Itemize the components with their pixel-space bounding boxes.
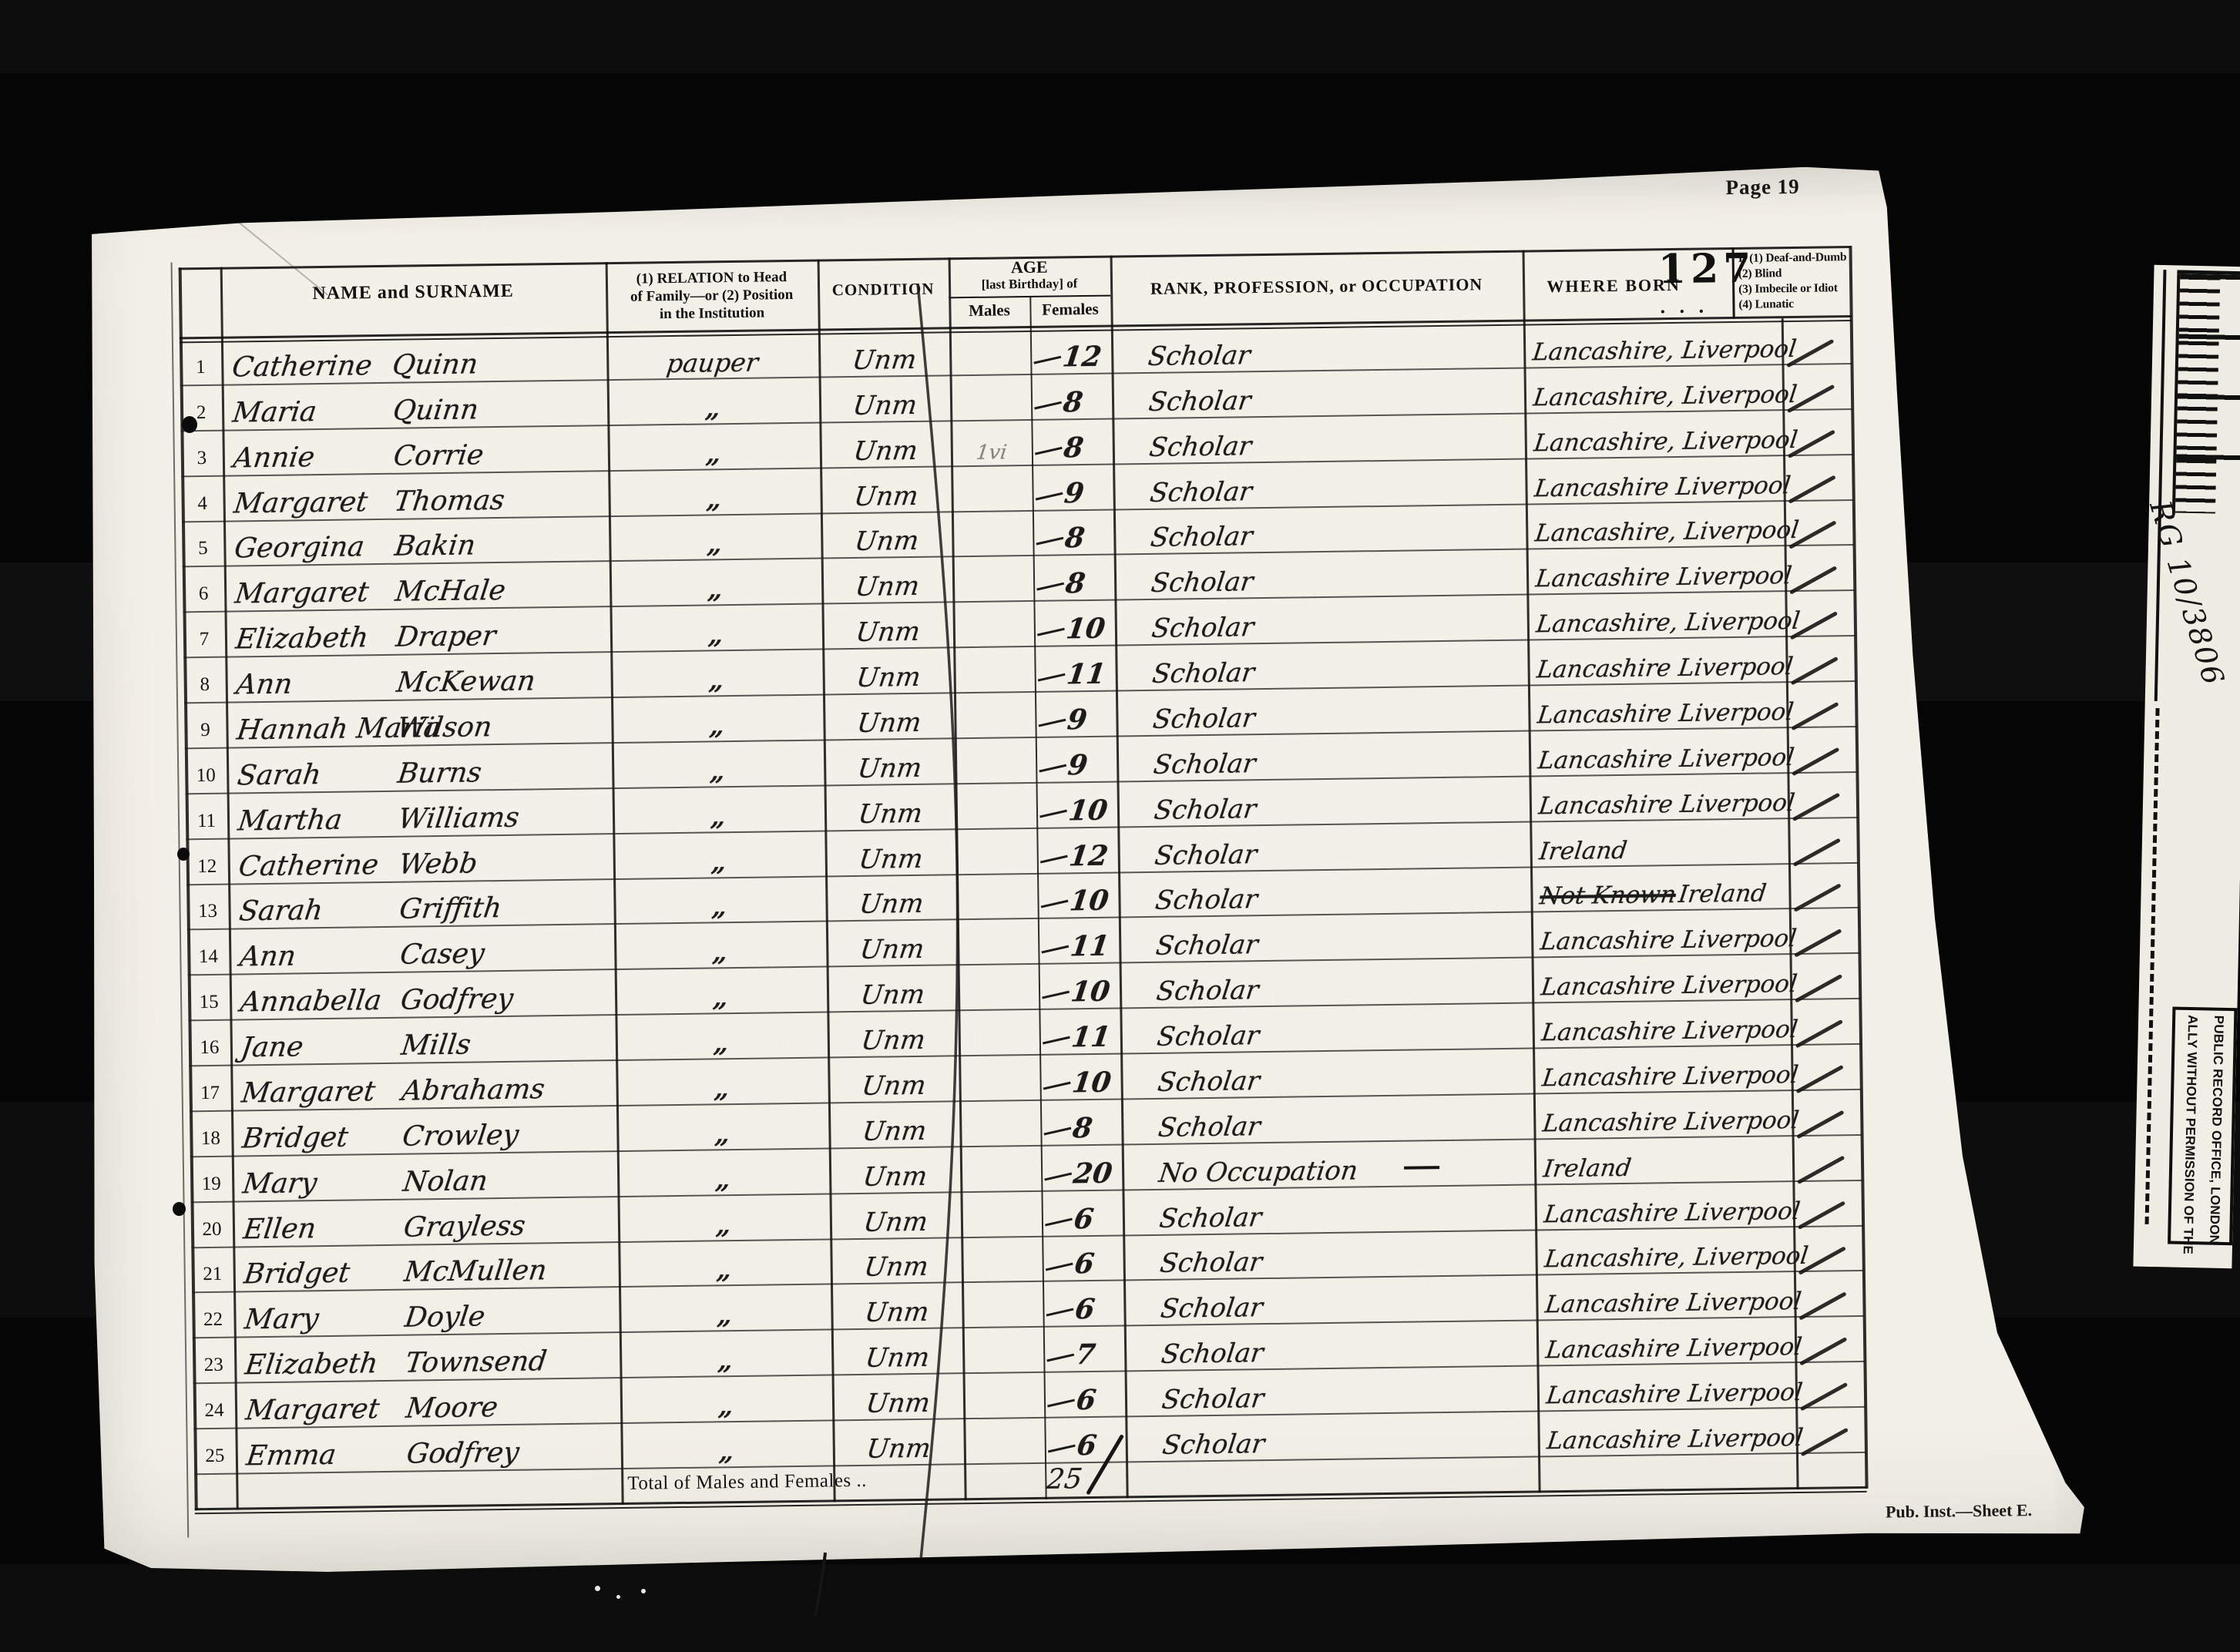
- ruler-ticks-long: [2175, 274, 2240, 515]
- ink-blot: [182, 416, 197, 433]
- film-speck: [616, 1595, 620, 1599]
- film-band: [0, 0, 2240, 73]
- copyright-notice-text: PUBLIC RECORD OFFICE, LONDON: [2207, 1015, 2227, 1245]
- copyright-notice-box: ALLY WITHOUT PERMISSION OF THE PUBLIC RE…: [2168, 1006, 2238, 1255]
- copyright-notice-text: ALLY WITHOUT PERMISSION OF THE: [2180, 1014, 2201, 1255]
- ink-blot: [177, 848, 190, 861]
- strip-edge-line: [2154, 270, 2167, 702]
- strip-edge-dashed-line: [2144, 707, 2160, 1224]
- film-band: [0, 1564, 2240, 1652]
- measurement-ruler: [2171, 270, 2240, 516]
- film-speck: [595, 1586, 600, 1591]
- film-speck: [641, 1589, 646, 1593]
- ink-blot: [173, 1202, 186, 1216]
